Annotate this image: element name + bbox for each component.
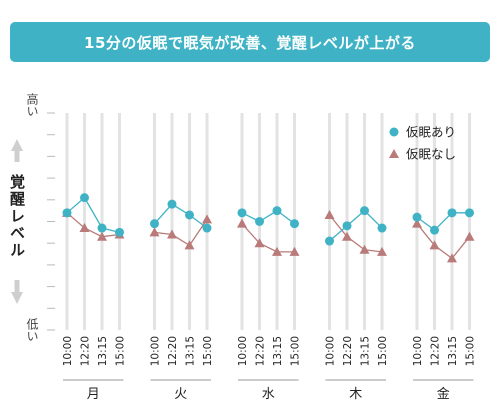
x-tick-label: 10:00 [62,336,74,366]
series-line [154,218,208,247]
data-point [272,206,282,216]
x-tick-label: 12:20 [430,336,442,366]
y-axis: 高い 覚醒レベル 低い [8,92,39,342]
data-point [80,193,89,203]
data-point [412,212,422,222]
data-point [465,208,474,218]
data-point [447,253,457,263]
data-point [79,223,90,233]
series-line [416,212,470,232]
x-tick-label: 15:00 [202,336,214,366]
data-point [237,218,247,228]
data-point [184,240,195,250]
legend-marker [389,149,399,158]
data-point [342,231,352,241]
x-tick-label: 13:15 [185,336,197,366]
data-point [429,240,440,250]
series-nap [62,193,474,246]
series-line [154,203,208,229]
chart-title-banner: 15分の仮眠で眠気が改善、覚醒レベルが上がる [10,22,490,62]
data-point [97,223,107,233]
data-point [167,199,177,209]
data-point [237,208,247,218]
data-point [255,217,264,226]
data-point [115,227,124,237]
x-tick-label: 13:15 [360,336,372,366]
data-point [377,223,387,233]
day-label: 金 [437,386,450,402]
legend-label: 仮眠なし [406,147,456,162]
series-line [328,214,383,253]
series-line [416,223,471,260]
series-line [66,212,120,238]
x-tick-label: 15:00 [115,336,127,366]
y-axis-top-label: 高い [25,92,39,117]
chart-title: 15分の仮眠で眠気が改善、覚醒レベルが上がる [84,33,416,52]
data-point [272,246,282,256]
x-tick-label: 15:00 [290,336,302,366]
data-point [342,221,352,231]
series-no-nap [62,207,475,263]
grid-layer [47,112,471,331]
data-point [289,246,300,256]
data-point [359,244,370,254]
x-tick-label: 13:15 [447,336,459,366]
data-point [62,208,72,218]
y-axis-bottom-label: 低い [25,318,39,342]
legend-label: 仮眠あり [406,125,456,140]
data-point [185,210,194,220]
data-point [325,236,334,246]
up-arrow-icon [11,139,23,162]
x-tick-label: 12:20 [342,336,354,366]
data-point [464,231,475,241]
data-point [430,225,439,235]
data-point [290,219,299,229]
x-tick-label: 13:15 [272,336,284,366]
data-point [97,231,107,241]
y-axis-label: 覚醒レベル [8,173,26,259]
series-line [241,223,295,253]
x-tick-label: 15:00 [377,336,389,366]
x-tick-label: 10:00 [412,336,424,366]
x-tick-label: 10:00 [150,336,162,366]
data-point [412,218,422,228]
x-tick-label: 12:20 [255,336,267,366]
x-tick-label: 15:00 [465,336,477,366]
down-arrow-icon [11,280,23,304]
data-point [377,246,387,256]
day-label: 月 [87,387,100,402]
data-point [150,219,159,229]
day-label: 火 [174,387,187,402]
data-point [202,214,212,224]
data-point [447,208,457,218]
series-line [329,209,383,242]
data-point [149,227,160,237]
series-line [66,196,120,233]
data-point [254,238,265,248]
x-tick-label: 10:00 [237,336,249,366]
legend-marker [389,127,399,137]
data-point [324,209,335,219]
day-label: 水 [262,387,275,402]
day-label: 木 [349,387,362,402]
x-tick-label: 13:15 [97,336,109,366]
series-layer [62,193,475,263]
x-tick-label: 12:20 [167,336,179,366]
data-point [202,223,212,233]
series-line [241,209,295,225]
data-point [167,229,177,239]
x-tick-label: 12:20 [80,336,92,366]
x-tick-label: 10:00 [325,336,337,366]
x-axis: 10:00 12:20 13:15 15:00 月 10:00 12:20 13:15 15:0… [62,336,477,402]
data-point [360,206,369,216]
